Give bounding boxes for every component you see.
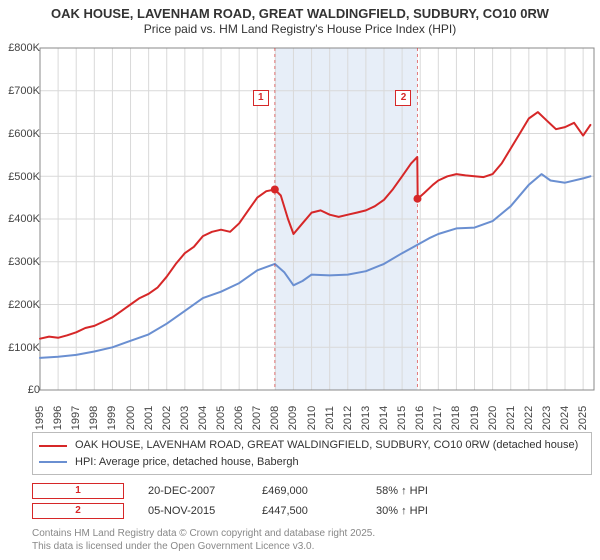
sale-marker-box: 2: [32, 503, 124, 519]
chart-area: £0 £100K £200K £300K £400K £500K £600K £700K £80…: [0, 40, 600, 430]
x-tick-label: 2007: [251, 406, 263, 430]
chart-svg: [0, 40, 600, 430]
legend-box: OAK HOUSE, LAVENHAM ROAD, GREAT WALDINGF…: [32, 432, 592, 475]
y-tick-label: £500K: [0, 171, 40, 183]
x-tick-label: 2022: [523, 406, 535, 430]
sales-table: 1 20-DEC-2007 £469,000 58% ↑ HPI 2 05-NOV-201…: [32, 481, 592, 521]
y-tick-label: £400K: [0, 213, 40, 225]
attribution: Contains HM Land Registry data © Crown c…: [32, 527, 592, 553]
chart-title: OAK HOUSE, LAVENHAM ROAD, GREAT WALDINGF…: [0, 0, 600, 22]
x-tick-label: 2025: [577, 406, 589, 430]
x-tick-label: 1995: [34, 406, 46, 430]
sale-delta: 58% ↑ HPI: [376, 485, 466, 497]
sale-marker-2: 2: [395, 90, 411, 106]
x-tick-label: 2024: [559, 406, 571, 430]
attribution-line: Contains HM Land Registry data © Crown c…: [32, 527, 592, 540]
legend-item: OAK HOUSE, LAVENHAM ROAD, GREAT WALDINGF…: [39, 437, 585, 454]
x-tick-label: 2021: [505, 406, 517, 430]
x-tick-label: 2004: [197, 406, 209, 430]
legend-label: HPI: Average price, detached house, Babe…: [75, 454, 299, 471]
sale-marker-1: 1: [253, 90, 269, 106]
x-tick-label: 2017: [432, 406, 444, 430]
y-tick-label: £700K: [0, 85, 40, 97]
sale-price: £447,500: [262, 505, 352, 517]
x-tick-label: 2006: [233, 406, 245, 430]
sale-row: 2 05-NOV-2015 £447,500 30% ↑ HPI: [32, 501, 592, 521]
x-tick-label: 2019: [469, 406, 481, 430]
sale-marker-box: 1: [32, 483, 124, 499]
x-tick-label: 2013: [360, 406, 372, 430]
attribution-line: This data is licensed under the Open Gov…: [32, 540, 592, 553]
x-tick-label: 2008: [269, 406, 281, 430]
sale-price: £469,000: [262, 485, 352, 497]
x-tick-label: 2003: [179, 406, 191, 430]
x-tick-label: 1999: [106, 406, 118, 430]
x-tick-label: 2023: [541, 406, 553, 430]
y-tick-label: £0: [0, 384, 40, 396]
x-tick-label: 2000: [125, 406, 137, 430]
y-tick-label: £800K: [0, 42, 40, 54]
chart-subtitle: Price paid vs. HM Land Registry's House …: [0, 22, 600, 40]
sale-date: 20-DEC-2007: [148, 485, 238, 497]
x-tick-label: 2009: [287, 406, 299, 430]
legend-item: HPI: Average price, detached house, Babe…: [39, 454, 585, 471]
x-tick-label: 2001: [143, 406, 155, 430]
legend-swatch: [39, 461, 67, 463]
x-tick-label: 1996: [52, 406, 64, 430]
x-tick-label: 2012: [342, 406, 354, 430]
x-tick-label: 1997: [70, 406, 82, 430]
x-tick-label: 1998: [88, 406, 100, 430]
x-tick-label: 2002: [161, 406, 173, 430]
y-tick-label: £600K: [0, 128, 40, 140]
x-tick-label: 2010: [306, 406, 318, 430]
chart-container: OAK HOUSE, LAVENHAM ROAD, GREAT WALDINGF…: [0, 0, 600, 553]
x-tick-label: 2018: [450, 406, 462, 430]
sale-date: 05-NOV-2015: [148, 505, 238, 517]
x-tick-label: 2015: [396, 406, 408, 430]
legend-label: OAK HOUSE, LAVENHAM ROAD, GREAT WALDINGF…: [75, 437, 578, 454]
x-tick-label: 2014: [378, 406, 390, 430]
y-tick-label: £200K: [0, 299, 40, 311]
x-tick-label: 2016: [414, 406, 426, 430]
legend-swatch: [39, 445, 67, 447]
x-tick-label: 2020: [487, 406, 499, 430]
sale-delta: 30% ↑ HPI: [376, 505, 466, 517]
x-tick-label: 2005: [215, 406, 227, 430]
y-tick-label: £100K: [0, 342, 40, 354]
y-tick-label: £300K: [0, 256, 40, 268]
sale-row: 1 20-DEC-2007 £469,000 58% ↑ HPI: [32, 481, 592, 501]
x-tick-label: 2011: [324, 406, 336, 430]
